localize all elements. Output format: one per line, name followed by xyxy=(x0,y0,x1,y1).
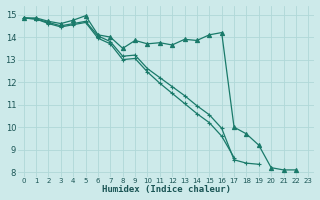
X-axis label: Humidex (Indice chaleur): Humidex (Indice chaleur) xyxy=(101,185,230,194)
